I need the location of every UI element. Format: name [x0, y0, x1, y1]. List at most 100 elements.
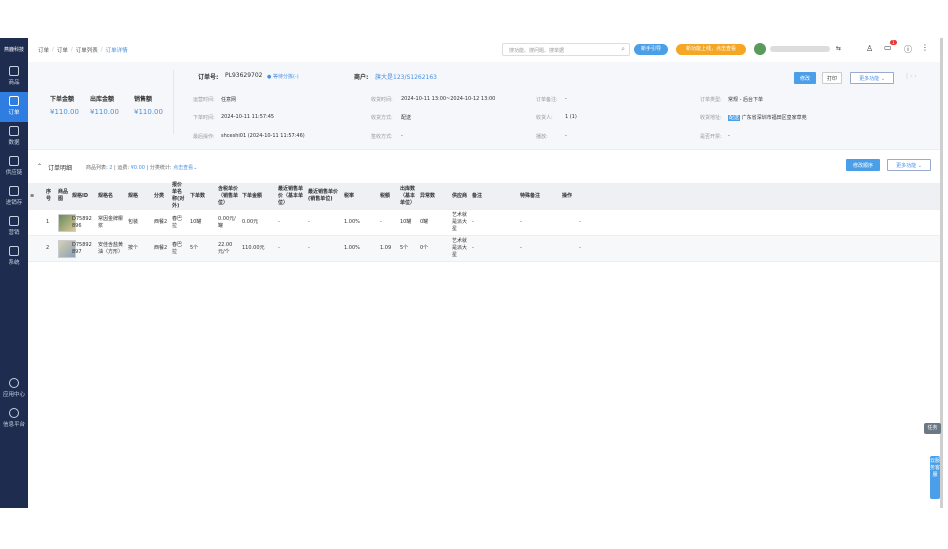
top-bar: 订单 / 订单 / 订单列表 / 订单详情: [38, 47, 128, 54]
search-input[interactable]: 搜功能、搜问题、搜单据 ⌕: [502, 43, 630, 56]
user-name-blurred[interactable]: [770, 46, 830, 52]
column-header: 下单数: [190, 192, 206, 199]
cube-icon: [9, 408, 19, 418]
column-header: 出库数（基本单位）: [400, 185, 416, 206]
switch-icon[interactable]: ⇆: [836, 45, 842, 52]
product-image[interactable]: [58, 239, 76, 258]
table-cell: -: [278, 219, 280, 225]
sidebar-item[interactable]: 供应链: [0, 152, 28, 182]
edit-button[interactable]: 修改: [794, 72, 816, 84]
sidebar: 燕鹿科技 商品 订单 数据 供应链 进销存 营销 系统 应用中心 信息平台: [0, 38, 28, 508]
field-value: 常规 - 后台下单: [728, 97, 763, 103]
detail-title: 订单明细: [48, 165, 73, 172]
field-value: 配送: [401, 115, 412, 121]
table-cell: 10罐: [400, 219, 412, 225]
summary-value: ¥110.00: [50, 108, 79, 116]
user-icon[interactable]: ♙: [866, 44, 874, 53]
table-cell: -: [308, 245, 310, 251]
table-cell: -: [520, 245, 522, 251]
table-cell: 艺术就是派大星: [452, 212, 468, 232]
field-value: 2024-10-11 13:00~2024-10-12 13:00: [401, 96, 496, 102]
table-cell: 110.00元: [242, 245, 265, 251]
table-header: ≡ 序号 商品图 规格ID 规格名 规格 分类 报价单名称(对外) 下单数 含税单价（销售单位）下…: [28, 182, 940, 210]
column-header: 操作: [562, 192, 573, 199]
table-cell: -: [472, 245, 474, 251]
field-label: 收货地址:: [700, 115, 722, 121]
sidebar-item[interactable]: 商品: [0, 62, 28, 92]
sidebar-item[interactable]: 数据: [0, 122, 28, 152]
table-cell: 1: [46, 219, 50, 225]
more-icon[interactable]: ⋮: [921, 43, 929, 52]
summary-label: 出库金额: [90, 96, 115, 103]
customer-service-button[interactable]: 云服务客服: [930, 456, 940, 499]
summary-label: 销售额: [134, 96, 153, 103]
column-header: 序号: [46, 189, 52, 202]
sidebar-item[interactable]: 信息平台: [0, 404, 28, 434]
sidebar-item[interactable]: 营销: [0, 212, 28, 242]
table-cell: 0个: [420, 245, 429, 251]
table-cell: 0罐: [420, 219, 429, 225]
merchant-link[interactable]: 旗大是123/S1262163: [375, 74, 438, 81]
table-cell: 1.00%: [344, 245, 360, 251]
help-icon[interactable]: ⓘ: [904, 45, 912, 54]
sidebar-item[interactable]: 进销存: [0, 182, 28, 212]
chart-icon: [9, 126, 19, 136]
prev-next-icon[interactable]: | ‹ ›: [906, 73, 917, 80]
field-value: 配送 广东省深圳市福田区皇家草苑: [728, 115, 807, 121]
table-cell: 春巴拉: [172, 241, 183, 255]
table-cell: -: [579, 245, 581, 251]
order-items-table: ≡ 序号 商品图 规格ID 规格名 规格 分类 报价单名称(对外) 下单数 含税单价（销售单位）下…: [28, 182, 940, 262]
column-settings-icon[interactable]: ≡: [30, 192, 35, 199]
field-label: 订单备注:: [536, 97, 558, 103]
sidebar-item[interactable]: 订单: [0, 92, 28, 122]
more-functions-button[interactable]: 更多功能 ⌄: [850, 72, 894, 84]
order-no-label: 订单号:: [198, 74, 219, 81]
column-header: 报价单名称(对外): [172, 182, 185, 209]
column-header: 规格: [128, 192, 139, 199]
table-cell: 艺术就是派大星: [452, 238, 468, 258]
table-cell: 1.09: [380, 245, 392, 251]
breadcrumb-item[interactable]: 订单列表: [75, 48, 98, 54]
breadcrumb-item[interactable]: 订单: [38, 48, 50, 54]
message-icon[interactable]: ▭: [884, 43, 892, 52]
field-label: 收货方式:: [371, 115, 393, 121]
scrollbar[interactable]: [940, 38, 943, 508]
field-label: 签收方式:: [371, 134, 393, 140]
inventory-icon: [9, 186, 19, 196]
column-header: 含税单价（销售单位）: [218, 185, 239, 206]
column-header: 规格名: [98, 192, 114, 199]
guide-button[interactable]: 新手引导: [634, 44, 668, 55]
table-cell: -: [472, 219, 474, 225]
field-label: 下单时间:: [193, 115, 215, 121]
apps-icon: [9, 378, 19, 388]
order-icon: [9, 96, 19, 106]
swap-icon: [9, 156, 19, 166]
new-feature-button[interactable]: 新功能上线，点击查看: [676, 44, 746, 55]
breadcrumb-item[interactable]: 订单: [56, 48, 68, 54]
print-button[interactable]: 打印: [822, 72, 842, 84]
field-label: 订单类型:: [700, 97, 722, 103]
item-count: 商品列表: 2 | 运费: ¥0.00 | 分类统计: 点击查看⌄: [86, 165, 198, 171]
stat-link[interactable]: 点击查看: [173, 165, 194, 171]
notification-badge: 1: [890, 40, 897, 45]
product-image[interactable]: [58, 213, 76, 232]
sidebar-item[interactable]: 系统: [0, 242, 28, 272]
field-label: 播放:: [536, 134, 548, 140]
table-cell: 10罐: [190, 219, 202, 225]
table-cell: 0.00元: [242, 219, 259, 225]
app: 燕鹿科技 商品 订单 数据 供应链 进销存 营销 系统 应用中心 信息平台 订单 / 订单 / 订…: [0, 38, 940, 508]
table-cell: -: [278, 245, 280, 251]
sidebar-item[interactable]: 应用中心: [0, 374, 28, 404]
field-value: -: [728, 133, 730, 139]
detail-more-button[interactable]: 更多功能 ⌄: [887, 159, 931, 171]
avatar[interactable]: [754, 43, 766, 55]
column-header: 下单金额: [242, 192, 263, 199]
search-icon[interactable]: ⌕: [621, 45, 625, 53]
column-header: 最近销售单价（基本单位）: [278, 185, 304, 206]
collapse-icon[interactable]: ⌃: [37, 163, 43, 170]
field-value: 2024-10-11 11:57:45: [221, 114, 275, 120]
field-value: 1 (1): [565, 114, 577, 120]
task-button[interactable]: 任务: [924, 423, 941, 434]
field-value: 任意网: [221, 97, 237, 103]
sort-button[interactable]: 修改顺序: [846, 159, 880, 171]
